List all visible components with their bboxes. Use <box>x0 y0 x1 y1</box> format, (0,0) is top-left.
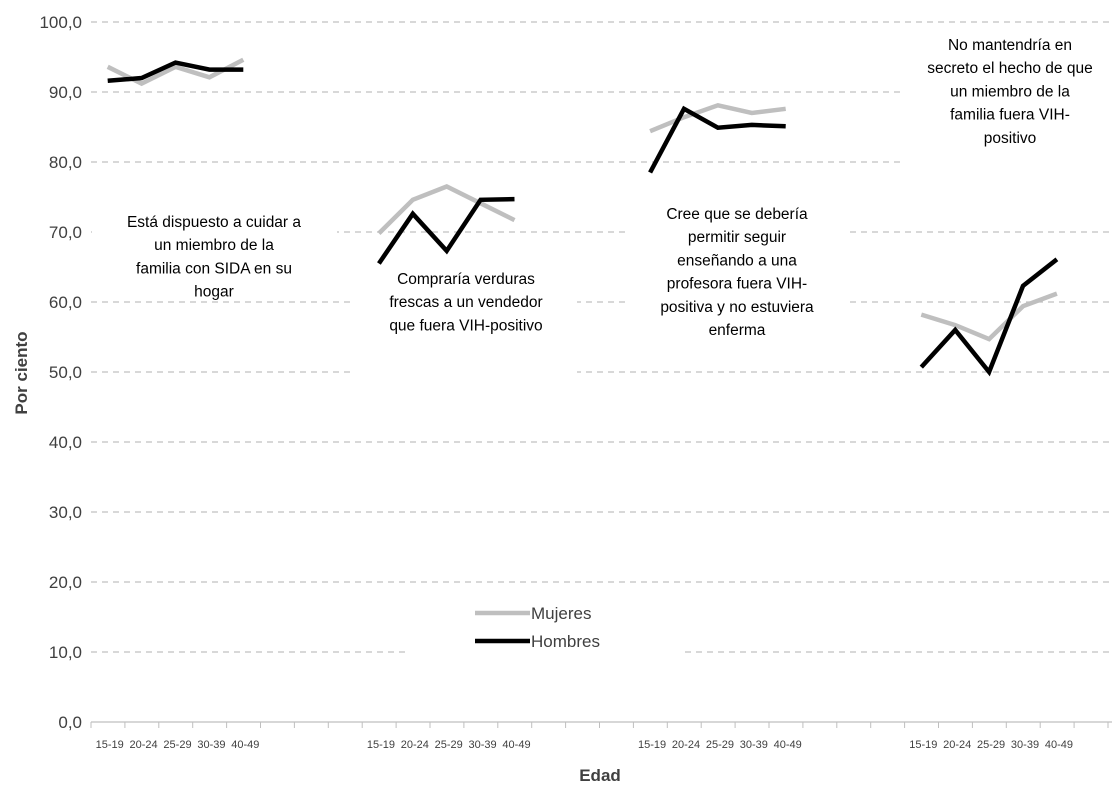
x-axis-title: Edad <box>579 766 621 785</box>
y-tick-label: 20,0 <box>49 573 82 592</box>
annotation-line: Está dispuesto a cuidar a <box>127 214 301 231</box>
series-lines <box>106 57 1059 377</box>
series-line-mujeres-panel-4 <box>920 291 1058 342</box>
annotation-background <box>625 195 845 360</box>
annotation-line: positivo <box>984 130 1037 147</box>
annotation-background <box>408 600 683 682</box>
x-tick-label: 15-19 <box>96 739 124 751</box>
gridlines <box>91 21 1112 682</box>
x-tick-label: 40-49 <box>231 739 259 751</box>
x-tick-label: 20-24 <box>130 739 158 751</box>
x-tick-label: 15-19 <box>909 739 937 751</box>
panel-annotation-2: Compraría verduras frescas a un vendedor q… <box>389 271 542 334</box>
x-tick-label: 30-39 <box>740 739 768 751</box>
series-line-hombres-panel-3 <box>648 105 786 174</box>
axes: 0,0 10,0 20,0 30,0 40,0 50,0 60,0 70,0 80,0 90,0 1… <box>39 13 1112 751</box>
x-tick-label: 20-24 <box>401 739 429 751</box>
annotation-line: permitir seguir <box>688 229 786 246</box>
annotation-line: positiva y no estuviera <box>660 299 814 316</box>
x-tick-label: 15-19 <box>367 739 395 751</box>
annotation-line: hogar <box>194 284 234 301</box>
x-tick-label: 25-29 <box>163 739 191 751</box>
y-tick-label: 10,0 <box>49 643 82 662</box>
series-line-hombres-panel-1 <box>107 60 244 84</box>
x-tick-label: 40-49 <box>774 739 802 751</box>
annotation-line: profesora fuera VIH- <box>667 276 807 293</box>
y-tick-label: 30,0 <box>49 503 82 522</box>
annotation-background <box>905 28 1112 168</box>
annotation-line: secreto el hecho de que <box>927 60 1092 77</box>
y-tick-label: 0,0 <box>58 713 82 732</box>
annotation-line: frescas a un vendedor <box>389 294 542 311</box>
x-tick-label: 30-39 <box>1011 739 1039 751</box>
x-tick-label: 20-24 <box>672 739 700 751</box>
x-tick-label: 40-49 <box>1045 739 1073 751</box>
x-tick-label: 30-39 <box>197 739 225 751</box>
annotation-line: familia fuera VIH- <box>950 107 1070 124</box>
annotation-line: un miembro de la <box>154 237 274 254</box>
x-tick-label: 25-29 <box>706 739 734 751</box>
annotations: Está dispuesto a cuidar a un miembro de l… <box>127 37 1093 339</box>
annotation-background <box>355 262 577 377</box>
annotation-line: Compraría verduras <box>397 271 535 288</box>
annotation-line: No mantendría en <box>948 37 1072 54</box>
y-tick-label: 100,0 <box>39 13 82 32</box>
y-tick-label: 60,0 <box>49 293 82 312</box>
y-tick-label: 70,0 <box>49 223 82 242</box>
x-tick-label: 40-49 <box>502 739 530 751</box>
panel-annotation-3: Cree que se debería permitir seguir enseña… <box>660 206 814 339</box>
series-line-hombres-panel-2 <box>377 196 515 265</box>
annotation-line: un miembro de la <box>950 83 1070 100</box>
panel-annotation-4: No mantendría en secreto el hecho de que u… <box>927 37 1092 147</box>
x-tick-label: 25-29 <box>435 739 463 751</box>
annotation-line: familia con SIDA en su <box>136 260 292 277</box>
series-line-mujeres-panel-2 <box>377 184 516 235</box>
legend: Mujeres Hombres <box>475 604 600 651</box>
y-tick-label: 90,0 <box>49 83 82 102</box>
x-tick-label: 30-39 <box>469 739 497 751</box>
x-tick-label: 25-29 <box>977 739 1005 751</box>
y-tick-label: 80,0 <box>49 153 82 172</box>
legend-label-hombres: Hombres <box>531 632 600 651</box>
annotation-line: enseñando a una <box>677 252 797 269</box>
series-line-mujeres-panel-3 <box>649 102 786 134</box>
annotation-line: enferma <box>709 322 766 339</box>
y-tick-label: 40,0 <box>49 433 82 452</box>
series-line-hombres-panel-4 <box>919 257 1059 377</box>
legend-label-mujeres: Mujeres <box>531 604 591 623</box>
x-tick-label: 20-24 <box>943 739 971 751</box>
annotation-background <box>92 200 337 300</box>
x-tick-label: 15-19 <box>638 739 666 751</box>
y-tick-label: 50,0 <box>49 363 82 382</box>
y-axis-title: Por ciento <box>12 331 31 414</box>
annotation-line: que fuera VIH-positivo <box>389 317 542 334</box>
panel-annotation-1: Está dispuesto a cuidar a un miembro de l… <box>127 214 301 301</box>
annotation-line: Cree que se debería <box>666 206 808 223</box>
